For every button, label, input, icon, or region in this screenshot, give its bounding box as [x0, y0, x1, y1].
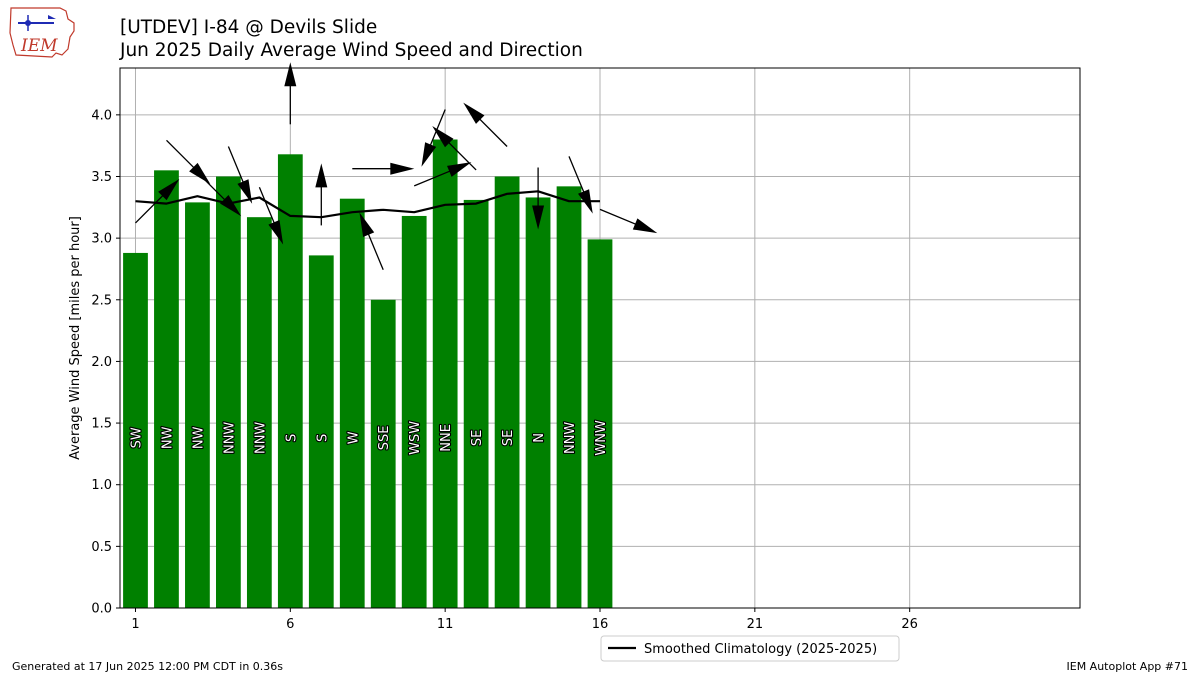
wind-arrow-head	[577, 189, 593, 214]
bar	[308, 255, 334, 608]
direction-label: SSE	[377, 426, 392, 451]
wind-arrow	[227, 146, 253, 204]
legend: Smoothed Climatology (2025-2025)	[600, 635, 900, 662]
direction-label: NNW	[222, 422, 237, 454]
bar	[587, 239, 613, 608]
direction-label: NNE	[439, 424, 454, 452]
wind-arrow-head	[432, 126, 454, 148]
chart-subtitle: Jun 2025 Daily Average Wind Speed and Di…	[120, 40, 583, 61]
wind-arrow-head	[359, 212, 375, 237]
direction-labels: SW NW NW NNW NNW S S W SSE WSW NNE SE SE N NNW WNW	[128, 419, 610, 457]
bar	[525, 197, 551, 608]
direction-label: SW	[129, 427, 144, 448]
wind-arrow-head	[237, 179, 253, 204]
bar	[277, 154, 303, 608]
y-tick-label: 2.0	[91, 355, 112, 370]
wind-arrows	[135, 62, 658, 271]
chart-title: [UTDEV] I-84 @ Devils Slide	[120, 17, 378, 38]
wind-arrow-head	[463, 102, 485, 124]
bar	[463, 199, 489, 609]
wind-arrow-head	[220, 195, 242, 217]
wind-arrow-head	[390, 162, 415, 175]
wind-arrow	[432, 126, 477, 171]
bar	[339, 198, 365, 608]
direction-label: N	[532, 433, 547, 443]
wind-arrow	[359, 212, 384, 271]
x-tick-label: 21	[747, 617, 764, 632]
x-tick-label: 26	[901, 617, 918, 632]
y-axis-label: Average Wind Speed [miles per hour]	[68, 216, 83, 460]
direction-label: NW	[191, 426, 206, 449]
bar	[154, 170, 179, 608]
climatology-line	[135, 190, 600, 219]
wind-arrow	[352, 162, 415, 175]
bar	[432, 139, 458, 609]
x-tick-label: 1	[131, 617, 139, 632]
wind-arrow	[258, 186, 284, 245]
iem-logo: IEM	[8, 5, 80, 59]
wind-arrow	[599, 208, 658, 234]
wind-arrow	[135, 179, 180, 224]
climatology-series	[135, 190, 600, 219]
x-tick-label: 11	[437, 617, 454, 632]
direction-label: NNW	[563, 422, 578, 454]
direction-label: NW	[160, 426, 175, 449]
bar	[216, 176, 241, 608]
bar	[185, 202, 210, 609]
wind-arrow-head	[421, 142, 437, 167]
bar	[370, 299, 396, 608]
direction-label: WNW	[594, 420, 609, 456]
bar	[556, 186, 582, 608]
y-tick-label: 4.0	[91, 108, 112, 123]
direction-label: W	[346, 431, 361, 444]
y-tick-label: 1.5	[91, 417, 112, 432]
bars	[123, 139, 613, 609]
y-tick-label: 3.5	[91, 170, 112, 185]
wind-arrow-head	[532, 205, 545, 230]
wind-arrow	[196, 171, 242, 217]
footer-generated: Generated at 17 Jun 2025 12:00 PM CDT in…	[12, 660, 284, 673]
y-tick-label: 0.5	[91, 540, 112, 555]
x-tick-label: 16	[592, 617, 609, 632]
x-axis: 1 6 11 16 21 26	[131, 608, 918, 632]
legend-label: Smoothed Climatology (2025-2025)	[644, 642, 877, 657]
legend-box	[600, 635, 900, 662]
wind-arrow	[284, 62, 297, 125]
wind-arrow	[463, 102, 508, 147]
direction-label: SE	[470, 430, 485, 446]
y-axis: 0.0 0.5 1.0 1.5 2.0 2.5 3.0 3.5 4.0	[91, 108, 120, 617]
direction-label: WSW	[408, 421, 423, 455]
direction-label: NNW	[253, 422, 268, 454]
direction-label: S	[284, 434, 299, 442]
direction-label: SE	[501, 430, 516, 446]
bar	[494, 176, 520, 608]
direction-label: S	[315, 434, 330, 442]
wind-arrow	[166, 139, 211, 185]
wind-arrow-head	[158, 179, 180, 201]
y-tick-label: 3.0	[91, 232, 112, 247]
wind-arrow	[568, 156, 593, 214]
bar	[246, 217, 272, 608]
wind-arrow-head	[632, 218, 658, 234]
wind-arrow-head	[284, 62, 297, 87]
footer-app: IEM Autoplot App #71	[1066, 660, 1189, 673]
wind-arrow-head	[447, 162, 472, 177]
wind-arrow-head	[268, 220, 284, 245]
wind-arrow-head	[189, 162, 211, 185]
x-tick-label: 6	[286, 617, 294, 632]
wind-arrow	[413, 162, 472, 187]
wind-arrow	[315, 163, 328, 226]
y-tick-label: 1.0	[91, 478, 112, 493]
wind-arrow	[532, 167, 545, 230]
bar	[401, 215, 427, 609]
bar	[123, 252, 148, 608]
logo-text: IEM	[20, 36, 58, 56]
y-tick-label: 0.0	[91, 602, 112, 617]
wind-arrow-head	[315, 163, 328, 188]
y-tick-label: 2.5	[91, 293, 112, 308]
